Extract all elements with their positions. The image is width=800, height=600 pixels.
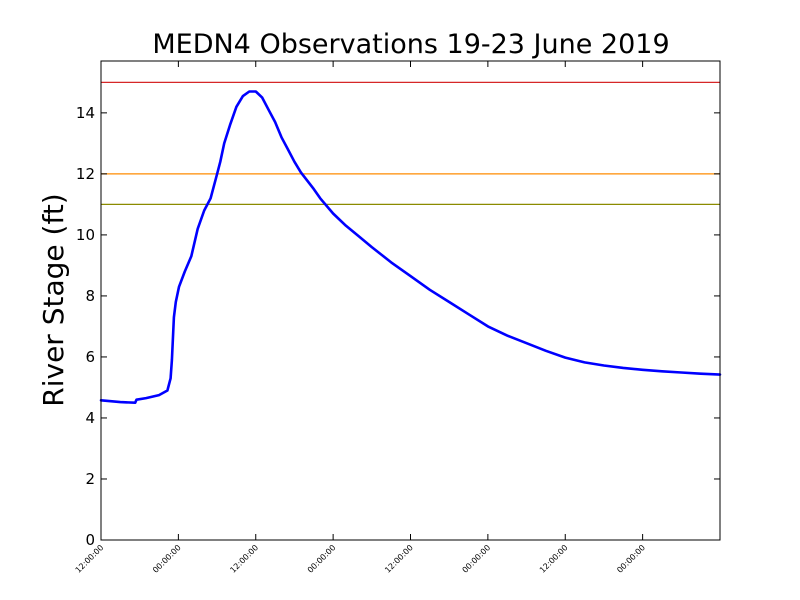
chart-title: MEDN4 Observations 19-23 June 2019 bbox=[152, 29, 669, 60]
x-tick-label: 00:00:00 bbox=[306, 543, 338, 575]
x-tick-label: 12:00:00 bbox=[383, 543, 415, 575]
y-tick-label: 12 bbox=[76, 165, 95, 183]
x-tick-label: 00:00:00 bbox=[615, 543, 647, 575]
x-tick-label: 12:00:00 bbox=[228, 543, 260, 575]
plot-frame bbox=[100, 60, 721, 541]
x-tick-label: 00:00:00 bbox=[461, 543, 493, 575]
series-line-1 bbox=[99, 90, 722, 405]
x-tick-label: 12:00:00 bbox=[538, 543, 570, 575]
y-tick-label: 2 bbox=[85, 470, 95, 488]
y-tick-label: 14 bbox=[76, 104, 95, 122]
y-tick-label: 8 bbox=[85, 287, 95, 305]
y-axis-label: River Stage (ft) bbox=[37, 193, 70, 406]
y-tick-label: 10 bbox=[76, 226, 95, 244]
y-tick-label: 6 bbox=[85, 348, 95, 366]
y-tick-label: 4 bbox=[85, 409, 95, 427]
y-tick-label: 0 bbox=[85, 531, 95, 549]
plot-area: 0 2 4 6 8 10 12 14 12:00:00 00:00:00 12:00:00 00:00… bbox=[74, 60, 722, 575]
x-tick-label: 00:00:00 bbox=[151, 543, 183, 575]
